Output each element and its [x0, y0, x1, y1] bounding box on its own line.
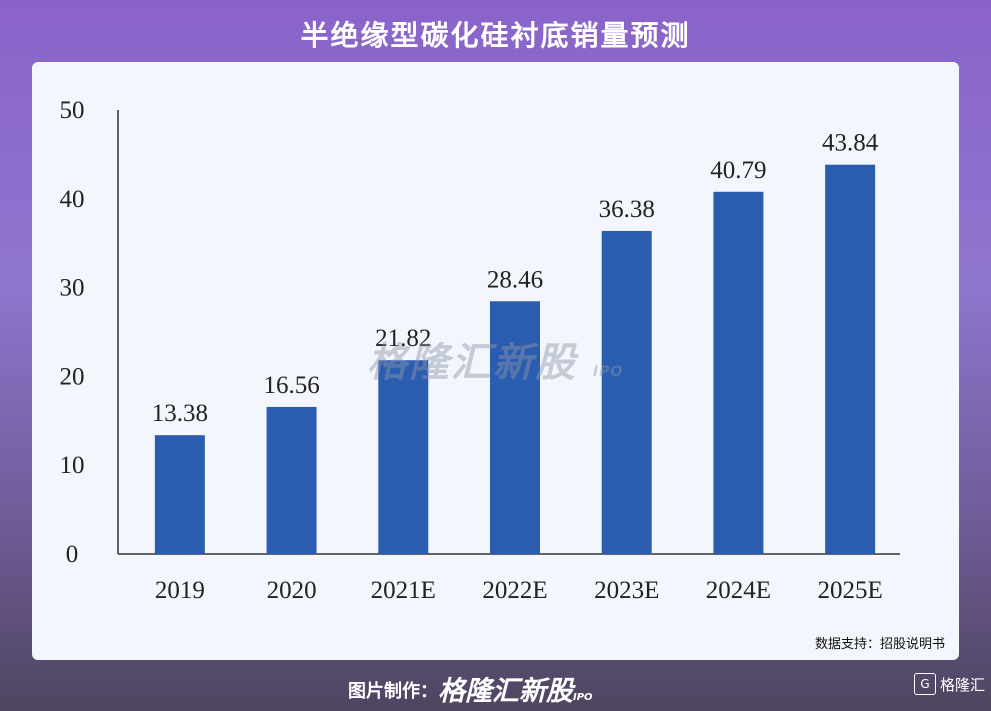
value-labels: 13.38 16.56 21.82 28.46 36.38 40.79 43.84	[152, 130, 879, 427]
bar	[378, 360, 429, 554]
bar-value-label: 28.46	[487, 266, 543, 293]
bars	[154, 164, 876, 555]
bar	[601, 230, 652, 554]
y-tick-label: 0	[66, 541, 79, 568]
credit-label: 图片制作：	[348, 681, 438, 702]
x-tick-label: 2023E	[594, 577, 659, 604]
x-tick-label: 2022E	[482, 577, 547, 604]
y-tick-label: 40	[60, 186, 85, 213]
credit-brand-suffix: IPO	[573, 692, 593, 703]
footer: 图片制作： 格隆汇新股IPO G 格隆汇	[0, 669, 991, 708]
bar-chart: 0 10 20 30 40 50 13.38 16.56 21.82 28.46 36.38 40.…	[60, 97, 900, 604]
credit-brand-name: 格隆汇新股	[438, 676, 573, 707]
bar	[490, 301, 540, 554]
corner-brand: G 格隆汇	[913, 673, 985, 695]
x-tick-label: 2024E	[706, 577, 771, 604]
y-tick-label: 10	[60, 452, 85, 479]
watermark: 格隆汇新股 IPO	[367, 330, 623, 388]
corner-brand-name: 格隆汇	[939, 675, 985, 694]
credit-brand: 格隆汇新股IPO	[438, 669, 593, 708]
watermark-brand: 格隆汇新股	[367, 340, 577, 386]
bar-value-label: 16.56	[263, 372, 319, 399]
bar-value-label: 43.84	[822, 130, 879, 157]
x-tick-label: 2025E	[818, 577, 883, 604]
bar	[266, 406, 317, 554]
x-tick-label: 2021E	[371, 577, 436, 604]
bar-value-label: 36.38	[599, 196, 655, 223]
x-axis-ticks: 2019 2020 2021E 2022E 2023E 2024E 2025E	[155, 577, 883, 604]
y-tick-label: 30	[60, 275, 85, 302]
chart-title: 半绝缘型碳化硅衬底销量预测	[300, 19, 691, 52]
x-tick-label: 2020	[267, 577, 317, 604]
y-tick-label: 20	[60, 363, 85, 390]
brand-logo-icon: G	[913, 673, 936, 695]
x-tick-label: 2019	[155, 577, 205, 604]
watermark-suffix: IPO	[592, 364, 624, 380]
bar-value-label: 13.38	[152, 400, 208, 427]
source-note: 数据支持：招股说明书	[814, 637, 945, 652]
bar	[825, 164, 876, 554]
bar-value-label: 40.79	[710, 157, 766, 184]
chart-panel: 0 10 20 30 40 50 13.38 16.56 21.82 28.46 36.38 40.…	[32, 62, 959, 660]
bar	[713, 191, 764, 555]
bar	[154, 435, 205, 554]
bar-value-label: 21.82	[375, 325, 431, 352]
y-tick-label: 50	[60, 97, 85, 124]
y-axis-ticks: 0 10 20 30 40 50	[60, 97, 85, 568]
